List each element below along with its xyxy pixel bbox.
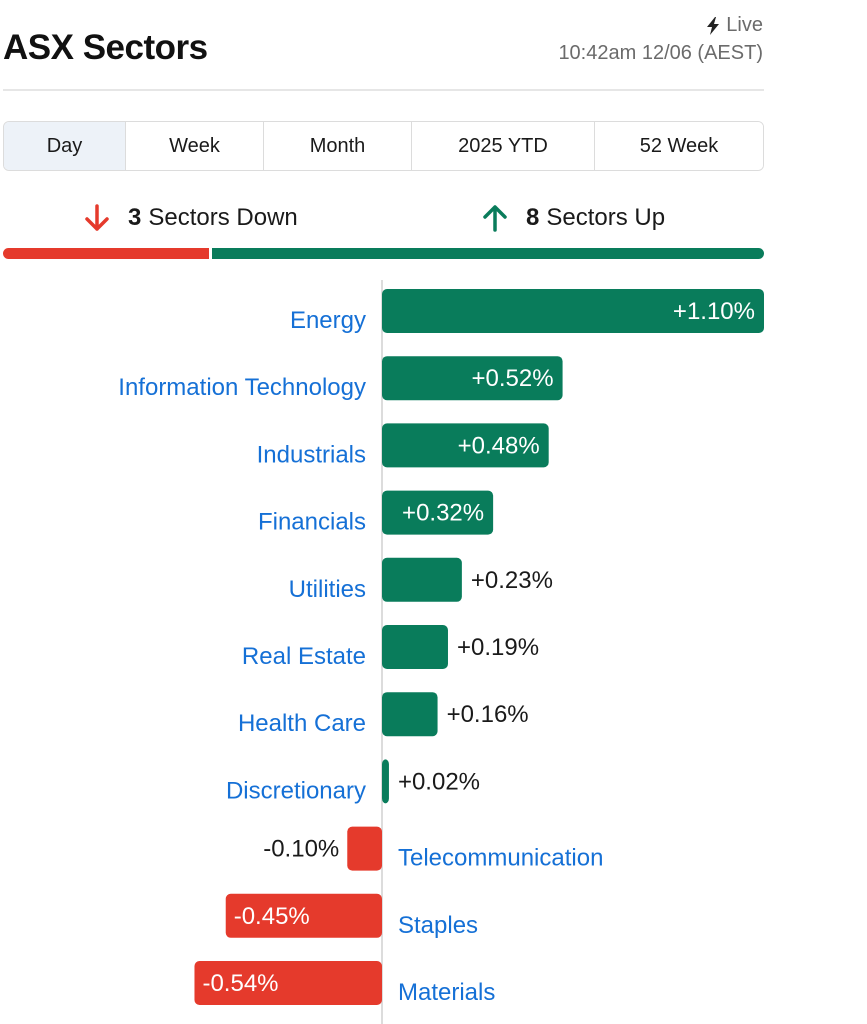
- sector-label-financials[interactable]: Financials: [258, 509, 366, 536]
- sector-label-utilities[interactable]: Utilities: [289, 576, 366, 603]
- bar-information-technology[interactable]: [382, 356, 563, 401]
- bar-discretionary[interactable]: [382, 759, 389, 804]
- bar-industrials[interactable]: [382, 423, 549, 468]
- value-label-information-technology: +0.52%: [472, 365, 554, 392]
- bar-utilities[interactable]: [382, 557, 462, 602]
- sector-label-materials[interactable]: Materials: [398, 979, 495, 1006]
- value-label-materials: -0.54%: [202, 970, 278, 997]
- value-label-telecommunication: -0.10%: [263, 836, 339, 863]
- bar-financials[interactable]: [382, 490, 494, 535]
- live-indicator: Live: [706, 14, 763, 37]
- sectors-down-summary: 3 Sectors Down: [84, 200, 298, 236]
- value-label-real-estate: +0.19%: [457, 634, 539, 661]
- arrow-down-icon: [85, 204, 109, 231]
- sector-label-information-technology[interactable]: Information Technology: [118, 374, 366, 401]
- sectors-down-bar: [3, 248, 209, 259]
- value-label-industrials: +0.48%: [458, 432, 540, 459]
- sectors-up-bar: [212, 248, 764, 259]
- sector-label-discretionary[interactable]: Discretionary: [226, 777, 366, 804]
- value-label-energy: +1.10%: [673, 298, 755, 325]
- sectors-down-count: 3: [128, 204, 142, 231]
- lightning-bolt-icon: [707, 16, 720, 35]
- sectors-down-label: Sectors Down: [148, 204, 298, 231]
- sector-label-telecommunication[interactable]: Telecommunication: [398, 845, 603, 872]
- bar-materials[interactable]: [194, 961, 382, 1005]
- header-divider: [3, 89, 764, 91]
- tab-day[interactable]: Day: [4, 122, 126, 170]
- sectors-up-summary: 8 Sectors Up: [482, 200, 665, 236]
- sectors-up-count: 8: [526, 204, 540, 231]
- sector-label-energy[interactable]: Energy: [290, 307, 366, 334]
- value-label-financials: +0.32%: [402, 500, 484, 527]
- sector-label-real-estate[interactable]: Real Estate: [242, 643, 366, 670]
- bar-energy[interactable]: [382, 289, 764, 333]
- bar-health-care[interactable]: [382, 692, 438, 737]
- sectors-up-label: Sectors Up: [546, 204, 666, 231]
- arrow-up-icon: [483, 205, 507, 232]
- period-tabs: Day Week Month 2025 YTD 52 Week: [3, 121, 764, 171]
- sector-label-industrials[interactable]: Industrials: [257, 441, 366, 468]
- sector-label-health-care[interactable]: Health Care: [238, 710, 366, 737]
- value-label-discretionary: +0.02%: [398, 768, 480, 795]
- tab-week[interactable]: Week: [126, 122, 264, 170]
- live-label: Live: [726, 14, 763, 36]
- page-title: ASX Sectors: [3, 28, 208, 67]
- tab-month[interactable]: Month: [264, 122, 412, 170]
- bar-real-estate[interactable]: [382, 625, 448, 669]
- tab-52-week[interactable]: 52 Week: [595, 122, 763, 170]
- value-label-staples: -0.45%: [234, 903, 310, 930]
- bar-staples[interactable]: [225, 893, 382, 938]
- tab-2025-ytd[interactable]: 2025 YTD: [412, 122, 595, 170]
- bar-telecommunication[interactable]: [347, 826, 382, 871]
- sector-label-staples[interactable]: Staples: [398, 912, 478, 939]
- value-label-health-care: +0.16%: [447, 701, 529, 728]
- value-label-utilities: +0.23%: [471, 567, 553, 594]
- sector-bar-chart: Energy +1.10% Information Technology +0.52%…: [118, 280, 764, 1024]
- timestamp: 10:42am 12/06 (AEST): [558, 42, 763, 64]
